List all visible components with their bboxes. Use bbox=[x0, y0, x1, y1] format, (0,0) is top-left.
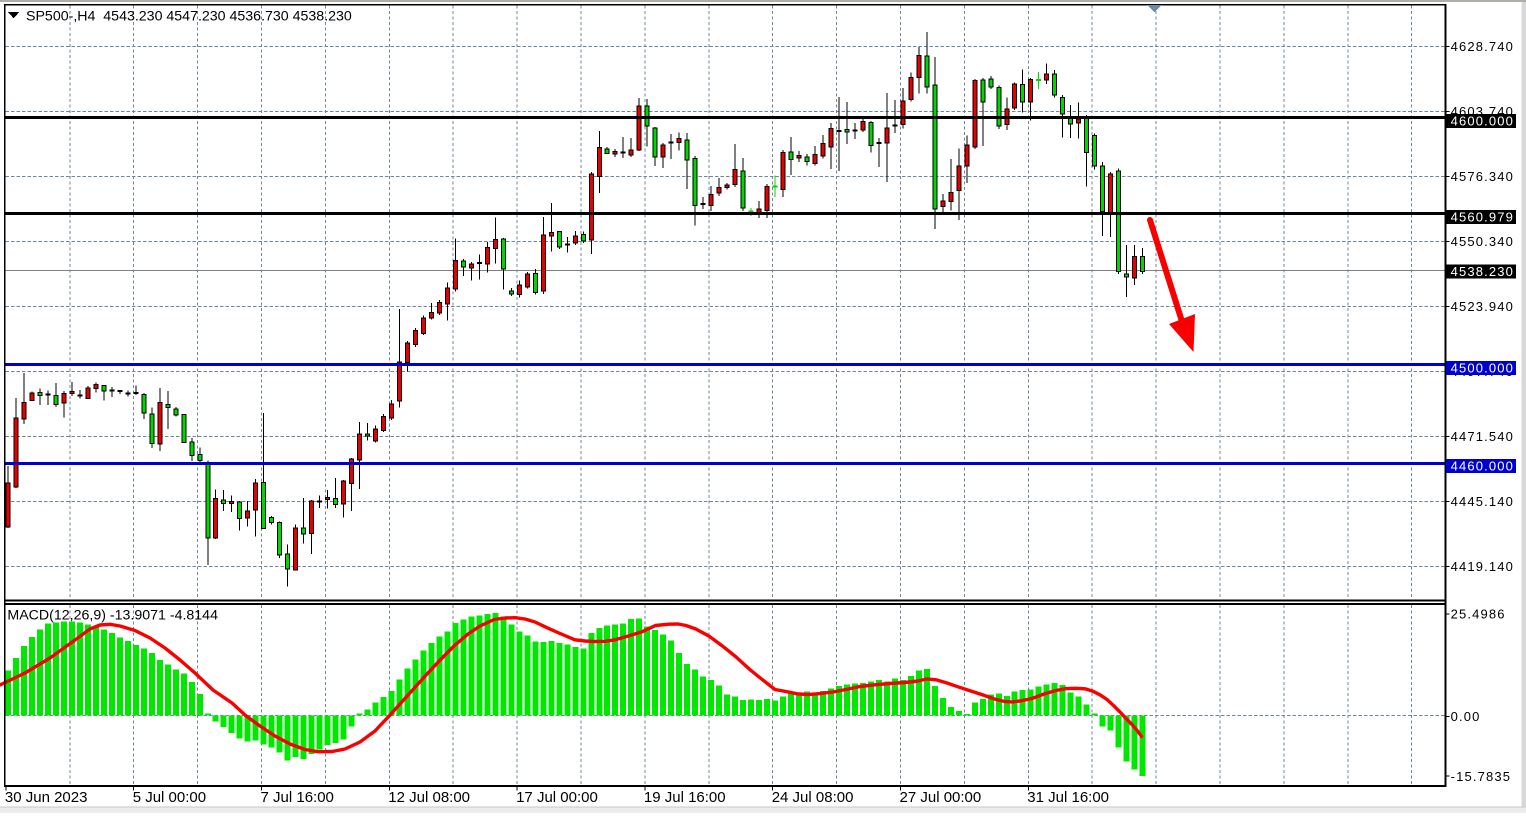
svg-text:4419.140: 4419.140 bbox=[1451, 559, 1514, 574]
svg-text:4560.979: 4560.979 bbox=[1451, 210, 1514, 225]
svg-text:4576.340: 4576.340 bbox=[1451, 169, 1514, 184]
svg-text:4445.140: 4445.140 bbox=[1451, 494, 1514, 509]
svg-text:24 Jul 08:00: 24 Jul 08:00 bbox=[772, 789, 854, 806]
svg-text:4550.340: 4550.340 bbox=[1451, 234, 1514, 249]
svg-text:-15.7835: -15.7835 bbox=[1451, 769, 1512, 784]
svg-text:4460.000: 4460.000 bbox=[1451, 459, 1514, 474]
svg-text:4523.940: 4523.940 bbox=[1451, 299, 1514, 314]
svg-text:17 Jul 00:00: 17 Jul 00:00 bbox=[516, 789, 598, 806]
svg-text:4600.000: 4600.000 bbox=[1451, 114, 1514, 129]
svg-text:SP500-,H4 4543.230 4547.230 4: SP500-,H4 4543.230 4547.230 4536.730 453… bbox=[26, 9, 352, 25]
svg-text:4538.230: 4538.230 bbox=[1451, 264, 1514, 279]
svg-text:MACD(12,26,9) -13.9071 -4.8144: MACD(12,26,9) -13.9071 -4.8144 bbox=[7, 608, 218, 624]
svg-text:12 Jul 08:00: 12 Jul 08:00 bbox=[388, 789, 470, 806]
svg-text:5 Jul 00:00: 5 Jul 00:00 bbox=[133, 789, 206, 806]
svg-text:4471.540: 4471.540 bbox=[1451, 429, 1514, 444]
svg-text:31 Jul 16:00: 31 Jul 16:00 bbox=[1027, 789, 1109, 806]
svg-text:4500.000: 4500.000 bbox=[1451, 361, 1514, 376]
svg-text:0.00: 0.00 bbox=[1451, 709, 1481, 724]
svg-text:4628.740: 4628.740 bbox=[1451, 39, 1514, 54]
svg-text:25.4986: 25.4986 bbox=[1451, 606, 1506, 621]
svg-text:27 Jul 00:00: 27 Jul 00:00 bbox=[900, 789, 982, 806]
svg-text:30 Jun 2023: 30 Jun 2023 bbox=[5, 789, 88, 806]
svg-text:19 Jul 16:00: 19 Jul 16:00 bbox=[644, 789, 726, 806]
svg-text:7 Jul 16:00: 7 Jul 16:00 bbox=[261, 789, 334, 806]
